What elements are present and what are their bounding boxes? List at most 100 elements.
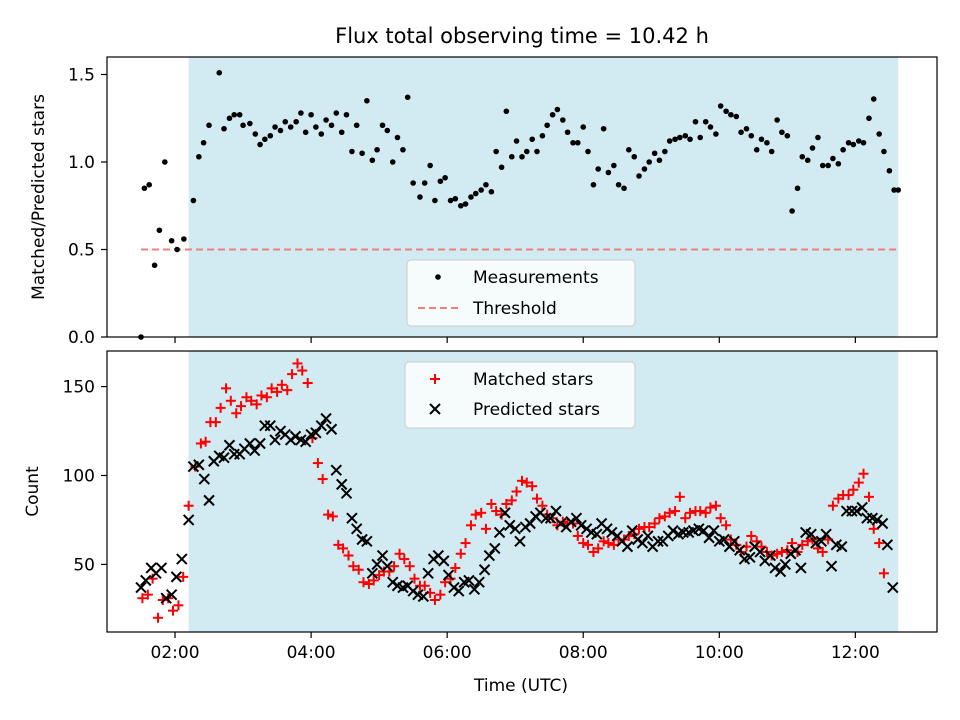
measurement-point	[830, 155, 836, 162]
predicted-star-point	[463, 574, 475, 587]
measurement-point	[221, 125, 227, 132]
measurement-point	[666, 138, 673, 144]
predicted-star-point	[769, 562, 781, 574]
measurement-point	[272, 124, 278, 130]
matched-star-point	[721, 520, 732, 531]
measurement-point	[277, 127, 284, 134]
matched-star-point	[183, 500, 194, 511]
measurement-point	[580, 124, 587, 130]
measurement-point	[318, 131, 325, 137]
matched-star-point	[404, 561, 415, 572]
matched-star-point	[429, 594, 440, 605]
predicted-star-point	[198, 473, 210, 485]
predicted-star-point	[223, 439, 236, 451]
predicted-star-point	[422, 567, 434, 580]
count-y-tick-label: 50	[73, 555, 95, 575]
predicted-star-point	[851, 505, 863, 517]
matched-star-point	[501, 498, 512, 509]
predicted-star-point	[489, 542, 501, 555]
matched-star-point	[394, 548, 405, 559]
matched-star-point	[465, 520, 476, 531]
measurement-point	[855, 138, 862, 144]
predicted-star-point	[330, 464, 342, 476]
measurement-point	[488, 188, 495, 195]
measurement-point	[442, 174, 448, 181]
measurement-point	[870, 96, 877, 102]
predicted-star-point	[438, 555, 450, 567]
count-y-ticks: 50 100 150	[63, 378, 107, 575]
measurement-point	[298, 110, 304, 116]
predicted-star-point	[381, 560, 394, 572]
matched-star-point	[593, 543, 604, 554]
measurement-point	[662, 148, 668, 155]
predicted-star-point	[453, 585, 465, 597]
measurement-point	[626, 146, 632, 153]
count-x-ticks: 02:00 04:00 06:00 08:00 10:00 12:00	[151, 632, 880, 663]
measurement-point	[636, 173, 642, 179]
matched-star-point	[858, 468, 869, 479]
measurement-point	[478, 187, 484, 193]
measurement-point	[687, 136, 693, 143]
predicted-star-point	[336, 478, 348, 491]
measurement-point	[437, 178, 444, 185]
predicted-star-point	[376, 549, 389, 562]
predicted-star-point	[289, 430, 302, 443]
matched-star-point	[302, 378, 313, 389]
measurement-point	[891, 187, 897, 193]
measurement-point	[498, 164, 505, 171]
measurement-point	[850, 141, 857, 148]
matched-star-point	[348, 561, 359, 572]
measurement-point	[881, 148, 887, 155]
legend-predicted-label: Predicted stars	[473, 400, 600, 420]
measurement-point	[452, 195, 459, 202]
measurement-point	[564, 129, 571, 136]
matched-star-point	[266, 383, 277, 394]
measurement-point	[595, 166, 601, 172]
predicted-star-point	[733, 544, 746, 556]
predicted-star-point	[636, 537, 649, 549]
predicted-star-point	[555, 517, 567, 530]
measurement-point	[672, 136, 678, 143]
matched-star-point	[142, 589, 153, 600]
matched-star-point	[480, 523, 491, 534]
measurement-point	[468, 194, 474, 200]
matched-star-point	[511, 486, 522, 497]
matched-star-point	[317, 474, 328, 485]
ratio-y-tick-label: 0.5	[68, 241, 95, 261]
matched-star-point	[695, 506, 706, 517]
matched-star-point	[292, 358, 303, 369]
measurement-point	[257, 141, 263, 148]
x-tick-label: 12:00	[831, 643, 880, 663]
matched-star-point	[878, 568, 889, 579]
predicted-star-point	[708, 524, 720, 537]
matched-star-point	[173, 600, 184, 611]
ratio-y-ticks: 0.0 0.5 1.0 1.5	[68, 66, 107, 348]
matched-star-point	[527, 481, 538, 492]
predicted-star-point	[606, 526, 618, 539]
measurement-point	[523, 148, 530, 155]
predicted-star-point	[820, 528, 832, 540]
count-legend: Matched stars Predicted stars	[404, 361, 636, 429]
x-axis-label: Time (UTC)	[473, 676, 568, 696]
predicted-star-point	[264, 419, 276, 432]
measurement-point	[151, 262, 158, 269]
measurement-point	[293, 118, 299, 125]
measurement-point	[282, 118, 289, 125]
measurement-point	[353, 122, 360, 129]
measurement-point	[529, 136, 536, 143]
measurement-point	[313, 124, 319, 130]
matched-star-point	[521, 477, 532, 488]
predicted-star-point	[591, 528, 603, 540]
matched-star-point	[210, 417, 221, 428]
measurement-point	[876, 131, 882, 137]
ratio-legend-box	[406, 259, 636, 327]
measurement-point	[141, 185, 148, 192]
matched-star-point	[496, 509, 507, 520]
predicted-star-point	[550, 505, 562, 517]
ratio-axes-frame	[106, 56, 938, 338]
predicted-star-point	[774, 565, 787, 578]
predicted-star-point	[182, 514, 195, 526]
matched-star-point	[517, 475, 527, 486]
measurement-point	[590, 181, 597, 188]
predicted-star-point	[703, 532, 715, 544]
